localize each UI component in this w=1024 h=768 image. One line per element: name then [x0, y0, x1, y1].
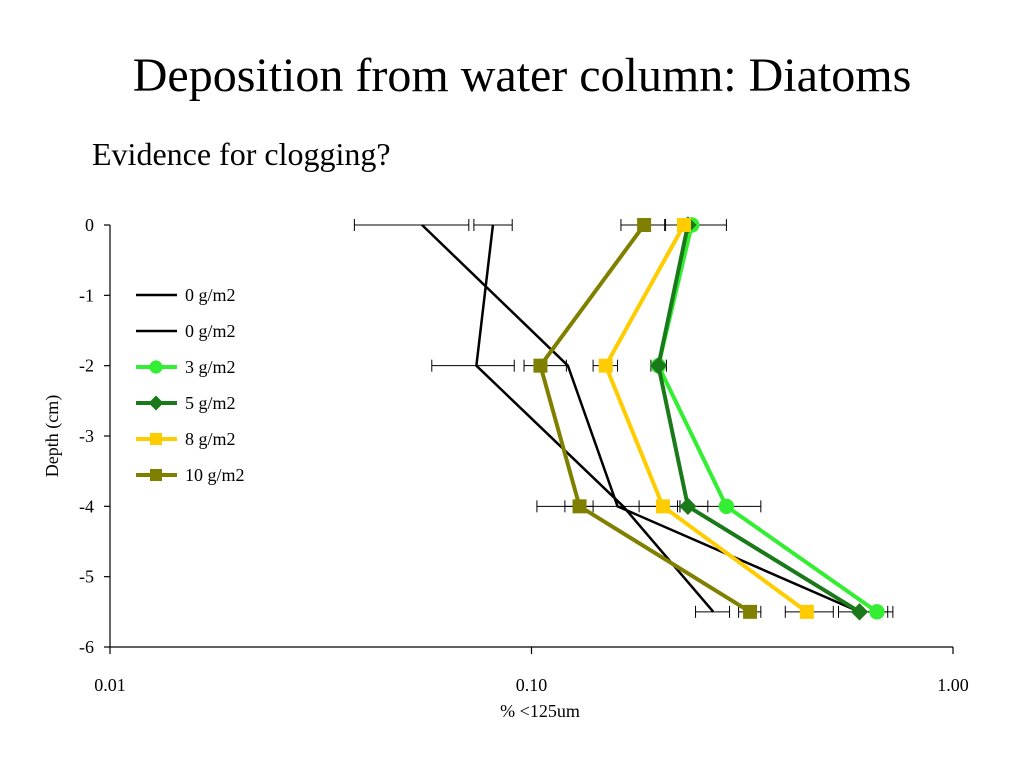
x-tick-label: 0.01 — [94, 675, 126, 695]
y-tick-label: -6 — [79, 637, 94, 657]
series — [598, 218, 814, 619]
data-point — [598, 358, 613, 373]
series-line — [421, 224, 860, 613]
y-tick-label: -4 — [79, 496, 94, 516]
slide-title: Deposition from water column: Diatoms — [132, 49, 912, 102]
data-point — [718, 498, 735, 515]
y-tick-label: -5 — [79, 567, 94, 587]
data-point — [655, 499, 670, 514]
data-point — [148, 395, 164, 411]
legend-label: 3 g/m2 — [185, 357, 236, 377]
data-point — [150, 469, 162, 481]
data-point — [533, 358, 548, 373]
y-tick-label: -1 — [79, 285, 94, 305]
series-line — [603, 224, 809, 614]
data-point — [149, 360, 163, 374]
data-point — [572, 499, 587, 514]
data-point — [150, 433, 162, 445]
data-point — [850, 603, 869, 621]
legend-label: 8 g/m2 — [185, 429, 236, 449]
data-point — [743, 604, 758, 619]
legend-label: 10 g/m2 — [185, 465, 245, 485]
legend-label: 0 g/m2 — [185, 321, 236, 341]
y-tick-label: 0 — [85, 215, 94, 235]
x-tick-label: 0.10 — [516, 675, 548, 695]
legend: 0 g/m2 0 g/m2 3 g/m2 5 g/m2 8 g/m2 10 g/m2 — [136, 285, 245, 485]
x-axis-title: % <125um — [500, 701, 580, 721]
error-bar — [353, 219, 470, 231]
series — [533, 218, 758, 619]
series — [650, 217, 885, 620]
x-tick-label: 1.00 — [937, 675, 969, 695]
data-point — [676, 218, 691, 232]
y-tick-label: -3 — [79, 426, 94, 446]
series — [649, 216, 869, 621]
series — [421, 224, 860, 613]
legend-label: 5 g/m2 — [185, 393, 236, 413]
legend-label: 0 g/m2 — [185, 285, 236, 305]
data-point — [679, 497, 697, 516]
data-point — [649, 356, 668, 375]
y-tick-label: -2 — [79, 356, 94, 376]
slide-subtitle: Evidence for clogging? — [92, 136, 391, 172]
series-line — [656, 224, 861, 614]
axes: 0 -1 -2 -3 -4 -5 -60.01 0.10 1.00 % <125um Depth (… — [42, 215, 969, 721]
series-line — [538, 223, 752, 614]
error-bars — [353, 219, 894, 618]
error-bar — [473, 219, 513, 231]
error-bar — [431, 359, 515, 372]
data-point — [799, 604, 814, 619]
y-axis-title: Depth (cm) — [42, 395, 63, 477]
series-lines — [421, 216, 885, 621]
data-point — [637, 218, 652, 232]
data-point — [869, 604, 885, 620]
